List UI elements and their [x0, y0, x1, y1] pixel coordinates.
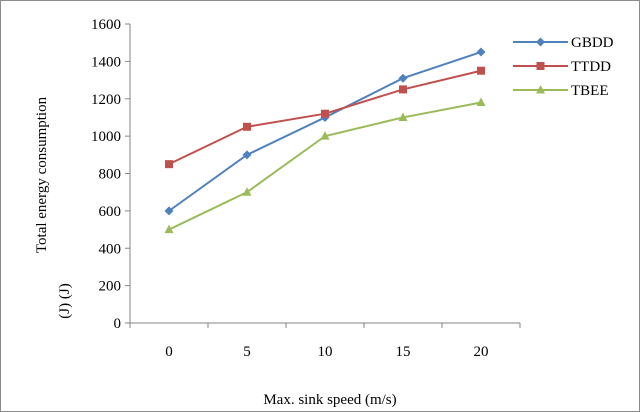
- x-tick-label: 15: [396, 344, 411, 360]
- y-tick-labels: 0 200 400 600 800 1000 1200 1400 1600: [91, 17, 121, 332]
- x-tick-label: 10: [318, 344, 333, 360]
- data-point-tbee: [320, 131, 330, 140]
- legend-item-gbdd: GBDD: [513, 35, 614, 51]
- y-tick-label: 1600: [91, 17, 121, 33]
- y-tick-label: 600: [99, 204, 122, 220]
- x-tick-label: 0: [165, 344, 173, 360]
- data-point-ttdd: [321, 109, 329, 118]
- y-tick-label: 1000: [91, 129, 121, 145]
- y-tick-label: 400: [99, 241, 122, 257]
- x-tick-label: 5: [243, 344, 251, 360]
- data-point-tbee: [398, 112, 408, 121]
- y-axis-label: Total energy consumption: [34, 96, 50, 253]
- series-ttdd: [165, 66, 485, 169]
- legend-label-ttdd: TTDD: [571, 59, 611, 75]
- series-tbee: [164, 97, 486, 234]
- data-point-ttdd: [165, 160, 173, 169]
- legend-label-gbdd: GBDD: [571, 35, 614, 51]
- y-tick-label: 800: [99, 167, 122, 183]
- y-tick-label: 0: [114, 316, 122, 332]
- axes: [125, 23, 521, 328]
- y-tick-label: 1400: [91, 54, 121, 70]
- data-point-gbdd: [164, 206, 174, 216]
- y-axis-unit: (J) (J): [57, 283, 73, 318]
- legend-item-tbee: TBEE: [513, 83, 609, 99]
- legend: GBDD TTDD TBEE: [513, 35, 614, 99]
- x-tick-labels: 0 5 10 15 20: [165, 344, 488, 360]
- data-point-gbdd: [242, 150, 252, 160]
- data-point-gbdd: [398, 73, 408, 83]
- data-point-ttdd: [477, 66, 485, 75]
- legend-label-tbee: TBEE: [571, 83, 609, 99]
- legend-item-ttdd: TTDD: [513, 59, 611, 75]
- legend-marker-gbdd: [536, 37, 545, 47]
- legend-marker-ttdd: [536, 62, 545, 70]
- y-tick-label: 1200: [91, 92, 121, 108]
- x-tick-label: 20: [474, 344, 489, 360]
- data-point-tbee: [242, 187, 252, 196]
- data-point-ttdd: [243, 122, 251, 131]
- y-tick-label: 200: [99, 279, 122, 295]
- x-axis-label: Max. sink speed (m/s): [263, 392, 396, 408]
- data-point-ttdd: [399, 85, 407, 94]
- data-point-tbee: [164, 224, 174, 234]
- data-point-tbee: [476, 97, 486, 106]
- series-layer: [164, 47, 486, 234]
- data-point-gbdd: [476, 47, 486, 57]
- legend-marker-tbee: [536, 85, 545, 94]
